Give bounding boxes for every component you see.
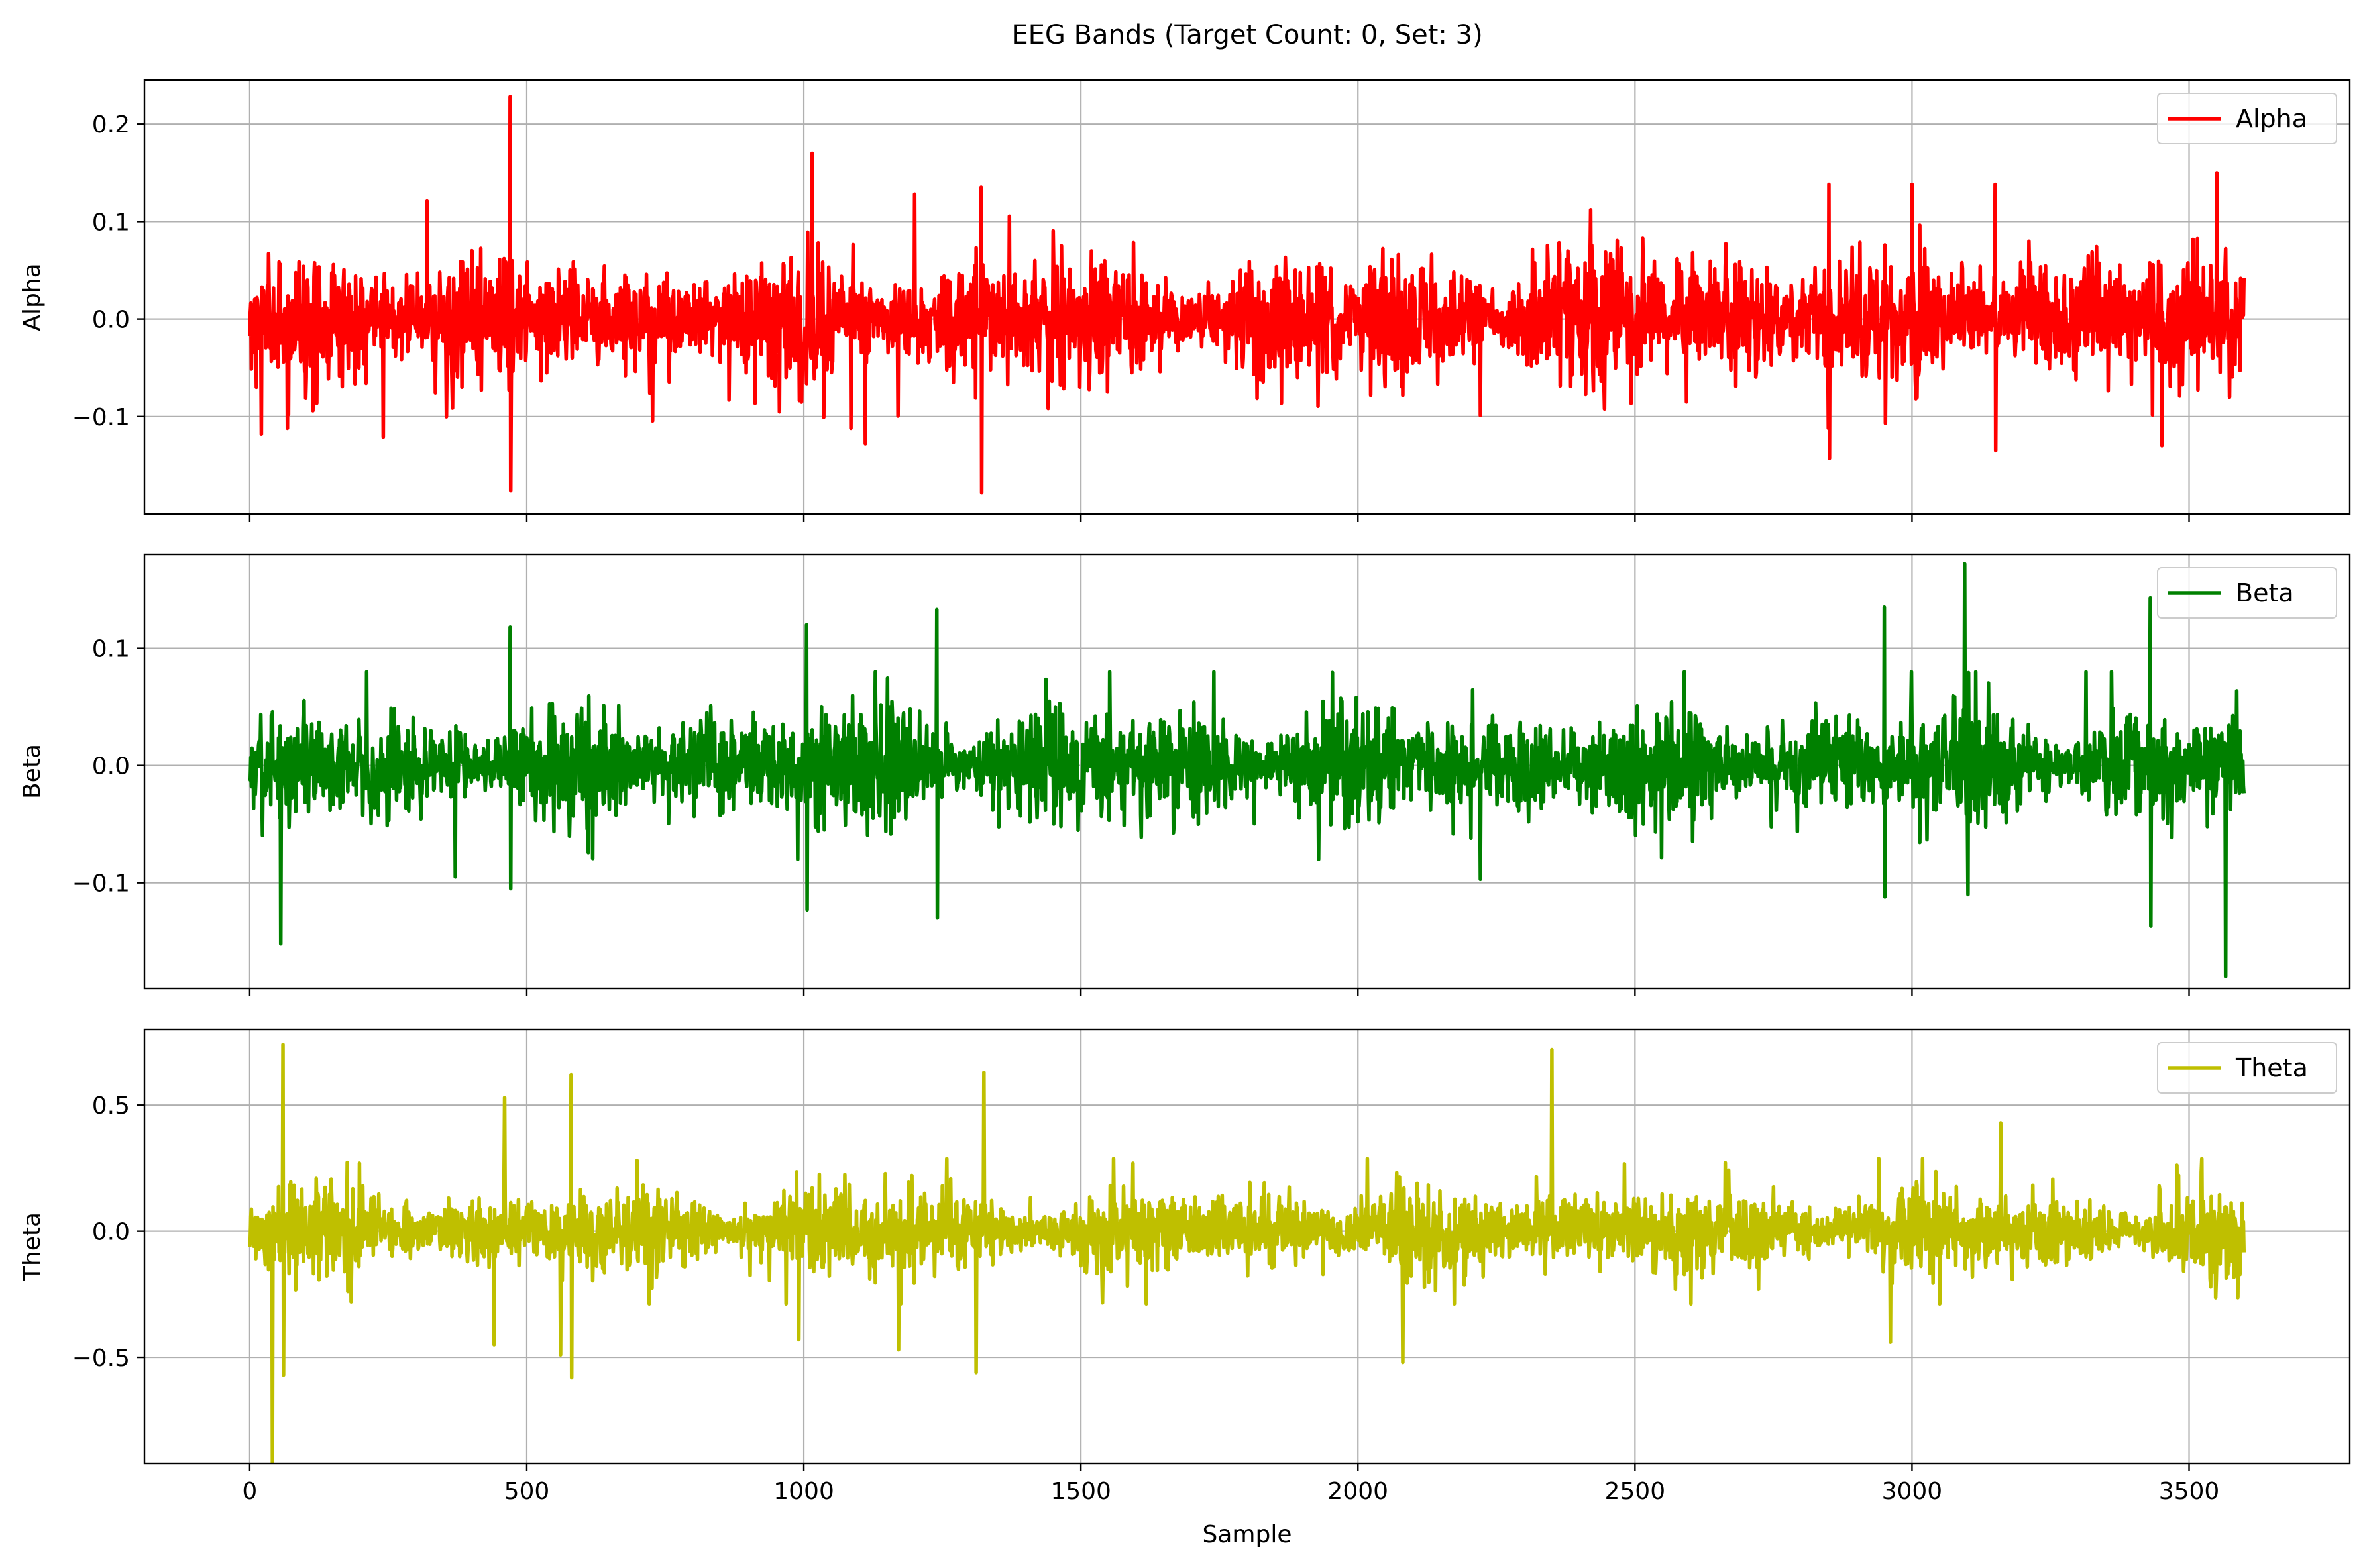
x-tick-label: 1500 <box>1050 1478 1111 1505</box>
series-line-alpha <box>250 97 2244 493</box>
legend-label-theta: Theta <box>2235 1053 2308 1082</box>
legend-label-beta: Beta <box>2236 578 2294 607</box>
legend-alpha: Alpha <box>2158 93 2337 144</box>
subplot-theta: 0 500 1000 1500 2000 2500 3000 3500 −0.5 0.0 0.5 Th… <box>19 1029 2350 1505</box>
y-tick-label: 0.0 <box>92 1219 130 1246</box>
y-tick-label: 0.0 <box>92 307 130 334</box>
y-tick-label: −0.5 <box>72 1345 130 1372</box>
y-tick-label: 0.5 <box>92 1092 130 1120</box>
y-tick-label: −0.1 <box>72 870 130 898</box>
x-tick-label: 1000 <box>773 1478 834 1505</box>
y-tick-label: 0.2 <box>92 111 130 138</box>
y-tick-label: −0.1 <box>72 404 130 431</box>
x-tick-label: 2000 <box>1327 1478 1388 1505</box>
y-tick-label: 0.1 <box>92 209 130 236</box>
y-axis-label-beta: Beta <box>19 744 46 799</box>
chart-title: EEG Bands (Target Count: 0, Set: 3) <box>1011 20 1482 50</box>
series-line-theta <box>250 1045 2244 1463</box>
subplot-alpha: −0.1 0.0 0.1 0.2 Alpha Alpha <box>19 80 2350 522</box>
x-tick-label: 2500 <box>1605 1478 1666 1505</box>
x-tick-label: 500 <box>504 1478 550 1505</box>
x-axis-label: Sample <box>1203 1521 1292 1548</box>
y-tick-label: 0.1 <box>92 636 130 663</box>
y-axis-label-alpha: Alpha <box>19 263 46 331</box>
y-axis-label-theta: Theta <box>19 1212 46 1281</box>
subplot-panels: −0.1 0.0 0.1 0.2 Alpha Alpha −0.1 0.0 0.1 Beta Bet… <box>19 80 2350 1505</box>
x-tick-label: 0 <box>242 1478 257 1505</box>
legend-theta: Theta <box>2158 1043 2337 1093</box>
subplot-beta: −0.1 0.0 0.1 Beta Beta <box>19 554 2350 996</box>
x-tick-label: 3000 <box>1882 1478 1943 1505</box>
legend-beta: Beta <box>2158 568 2337 618</box>
y-tick-label: 0.0 <box>92 753 130 780</box>
series-line-beta <box>250 564 2244 976</box>
x-tick-label: 3500 <box>2159 1478 2220 1505</box>
legend-label-alpha: Alpha <box>2236 104 2307 133</box>
